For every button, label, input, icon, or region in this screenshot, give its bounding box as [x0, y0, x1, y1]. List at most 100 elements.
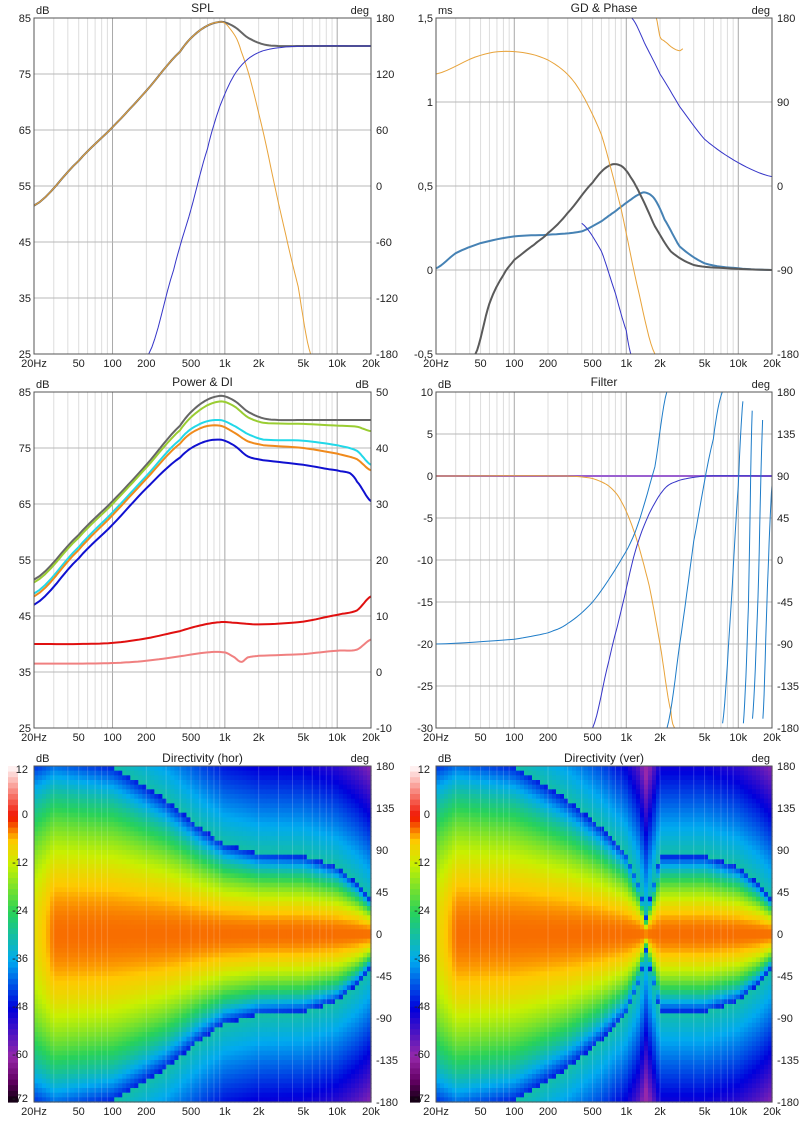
heatmap-cell	[222, 864, 228, 870]
heatmap-cell	[262, 812, 268, 818]
heatmap-cell	[178, 976, 184, 982]
heatmap-cell	[114, 817, 119, 823]
heatmap-cell	[62, 770, 67, 776]
heatmap-cell	[102, 840, 107, 846]
heatmap-cell	[158, 845, 163, 851]
heatmap-cell	[106, 803, 111, 809]
heatmap-cell	[146, 766, 151, 772]
heatmap-cell	[54, 1092, 59, 1098]
heatmap-cell	[134, 980, 139, 986]
heatmap-cell	[42, 826, 47, 832]
heatmap-cell	[254, 859, 260, 865]
heatmap-cell	[126, 859, 131, 865]
heatmap-cell	[158, 1027, 163, 1033]
heatmap-cell	[226, 812, 232, 818]
heatmap-cell	[254, 1036, 260, 1042]
heatmap-cell	[54, 780, 59, 786]
heatmap-cell	[238, 1018, 244, 1024]
heatmap-cell	[102, 1088, 107, 1094]
heatmap-cell	[254, 864, 260, 870]
heatmap-cell	[134, 1078, 139, 1084]
heatmap-cell	[50, 817, 55, 823]
heatmap-cell	[106, 770, 111, 776]
y2-tick-label: 0	[777, 555, 783, 567]
heatmap-cell	[90, 780, 95, 786]
heatmap-cell	[122, 994, 127, 1000]
heatmap-cell	[262, 910, 268, 916]
heatmap-cell	[134, 868, 139, 874]
heatmap-cell	[106, 1069, 111, 1075]
heatmap-cell	[162, 850, 167, 856]
heatmap-cell	[210, 1064, 216, 1070]
heatmap-cell	[278, 812, 284, 818]
heatmap-cell	[250, 910, 256, 916]
heatmap-cell	[190, 1041, 196, 1047]
heatmap-cell	[134, 971, 139, 977]
heatmap-cell	[186, 803, 192, 809]
heatmap-cell	[258, 831, 264, 837]
heatmap-cell	[42, 938, 47, 944]
heatmap-cell	[178, 1018, 184, 1024]
heatmap-cell	[238, 892, 244, 898]
heatmap-cell	[274, 1004, 280, 1010]
heatmap-cell	[90, 920, 95, 926]
heatmap-cell	[214, 1064, 220, 1070]
heatmap-cell	[266, 803, 272, 809]
heatmap-cell	[266, 1050, 272, 1056]
heatmap-cell	[274, 948, 280, 954]
heatmap-cell	[38, 859, 43, 865]
heatmap-cell	[94, 1036, 99, 1042]
heatmap-cell	[114, 887, 119, 893]
heatmap-cell	[130, 868, 135, 874]
heatmap-cell	[174, 1088, 180, 1094]
heatmap-cell	[90, 822, 95, 828]
heatmap-cell	[154, 1088, 159, 1094]
x-tick-label: 2k	[253, 358, 265, 370]
heatmap-cell	[138, 780, 143, 786]
heatmap-cell	[274, 836, 280, 842]
heatmap-cell	[270, 1092, 276, 1098]
heatmap-cell	[130, 1083, 135, 1089]
heatmap-cell	[54, 1036, 59, 1042]
heatmap-cell	[242, 789, 248, 795]
heatmap-cell	[58, 990, 63, 996]
heatmap-cell	[242, 1008, 248, 1014]
heatmap-cell	[46, 924, 51, 930]
heatmap-cell	[242, 976, 248, 982]
heatmap-cell	[242, 915, 248, 921]
heatmap-cell	[242, 1083, 248, 1089]
heatmap-cell	[70, 873, 75, 879]
heatmap-cell	[158, 1092, 163, 1098]
heatmap-cell	[98, 938, 103, 944]
heatmap-cell	[110, 1074, 115, 1080]
heatmap-cell	[274, 812, 280, 818]
heatmap-cell	[142, 780, 147, 786]
heatmap-cell	[78, 1060, 83, 1066]
heatmap-cell	[82, 1055, 87, 1061]
heatmap-cell	[98, 831, 103, 837]
heatmap-cell	[142, 1022, 147, 1028]
heatmap-cell	[118, 770, 123, 776]
heatmap-cell	[130, 798, 135, 804]
heatmap-cell	[226, 962, 232, 968]
heatmap-cell	[246, 1088, 252, 1094]
heatmap-cell	[198, 1078, 204, 1084]
heatmap-cell	[146, 1036, 151, 1042]
chart-title: Power & DI	[172, 375, 233, 389]
heatmap-cell	[194, 948, 200, 954]
heatmap-cell	[62, 1041, 67, 1047]
heatmap-cell	[250, 1018, 256, 1024]
heatmap-cell	[158, 901, 163, 907]
heatmap-cell	[242, 1036, 248, 1042]
heatmap-cell	[274, 1046, 280, 1052]
heatmap-cell	[50, 915, 55, 921]
heatmap-cell	[66, 920, 71, 926]
heatmap-cell	[226, 1078, 232, 1084]
heatmap-cell	[46, 780, 51, 786]
heatmap-cell	[146, 836, 151, 842]
heatmap-cell	[186, 920, 192, 926]
heatmap-cell	[182, 1097, 188, 1103]
heatmap-cell	[78, 798, 83, 804]
heatmap-cell	[190, 938, 196, 944]
heatmap-cell	[34, 1050, 39, 1056]
